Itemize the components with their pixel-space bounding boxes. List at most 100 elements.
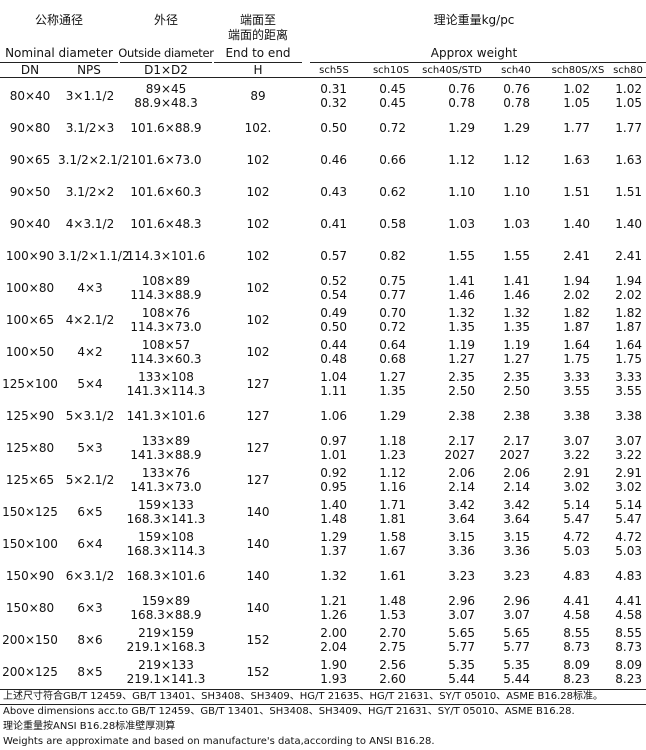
weight-cell: 3.23 <box>448 569 475 583</box>
header-od-cn: 外径 <box>153 13 178 27</box>
weight-cell: 2.38 <box>448 409 475 423</box>
header-dn: DN <box>20 63 40 77</box>
weight-cell: 5.14 <box>563 498 590 512</box>
dn-cell: 90×80 <box>9 121 51 135</box>
header-nps: NPS <box>77 63 101 77</box>
weight-cell: 2.35 <box>448 370 475 384</box>
weight-cell: 2.38 <box>503 409 530 423</box>
weight-cell: 1.18 <box>379 434 406 448</box>
weight-cell: 0.72 <box>379 320 406 334</box>
od-cell: 101.6×48.3 <box>130 217 202 231</box>
note: 理论重量按ANSI B16.28标准壁厚测算 <box>3 721 176 732</box>
rule <box>0 77 646 78</box>
weight-cell: 1.12 <box>448 153 475 167</box>
weight-cell: 2.91 <box>615 466 642 480</box>
weight-cell: 2027 <box>444 448 475 462</box>
weight-cell: 1.75 <box>563 352 590 366</box>
schedule-label: sch80S/XS <box>551 65 605 76</box>
weight-cell: 8.55 <box>563 626 590 640</box>
weight-cell: 1.16 <box>379 480 406 494</box>
weight-cell: 0.62 <box>379 185 406 199</box>
dn-cell: 125×65 <box>5 473 55 487</box>
od-cell: 114.3×101.6 <box>126 249 206 263</box>
weight-cell: 0.97 <box>320 434 347 448</box>
weight-cell: 1.23 <box>379 448 406 462</box>
weight-cell: 3.42 <box>503 498 530 512</box>
weight-cell: 0.66 <box>379 153 406 167</box>
rule <box>0 62 118 63</box>
od-cell: 168.3×101.6 <box>126 569 206 583</box>
weight-cell: 1.21 <box>320 594 347 608</box>
weight-cell: 0.32 <box>320 96 347 110</box>
rule <box>214 62 302 63</box>
weight-cell: 1.48 <box>379 594 406 608</box>
h-cell: 127 <box>246 377 270 391</box>
weight-cell: 1.82 <box>615 306 642 320</box>
h-cell: 89 <box>250 89 266 103</box>
nps-cell: 8×5 <box>77 665 103 679</box>
dn-cell: 90×50 <box>9 185 51 199</box>
header-h-cn: 端面的距离 <box>227 28 288 42</box>
weight-cell: 1.32 <box>448 306 475 320</box>
weight-cell: 3.64 <box>503 512 530 526</box>
weight-cell: 1.87 <box>563 320 590 334</box>
weight-cell: 1.82 <box>563 306 590 320</box>
weight-cell: 1.90 <box>320 658 347 672</box>
weight-cell: 8.73 <box>563 640 590 654</box>
weight-cell: 1.19 <box>448 338 475 352</box>
weight-cell: 3.55 <box>563 384 590 398</box>
weight-cell: 3.07 <box>563 434 590 448</box>
weight-cell: 0.70 <box>379 306 406 320</box>
weight-cell: 0.43 <box>320 185 347 199</box>
od-cell: 108×89 <box>141 274 191 288</box>
weight-cell: 4.83 <box>615 569 642 583</box>
weight-cell: 3.15 <box>448 530 475 544</box>
weight-cell: 3.33 <box>563 370 590 384</box>
weight-cell: 0.54 <box>320 288 347 302</box>
dn-cell: 100×65 <box>5 313 55 327</box>
weight-cell: 0.50 <box>320 320 347 334</box>
nps-cell: 4×3 <box>77 281 103 295</box>
od-cell: 141.3×88.9 <box>130 448 202 462</box>
weight-cell: 1.40 <box>563 217 590 231</box>
weight-cell: 1.93 <box>320 672 347 686</box>
weight-cell: 1.63 <box>615 153 642 167</box>
schedule-label: sch80 <box>613 65 643 76</box>
h-cell: 140 <box>246 569 270 583</box>
od-cell: 114.3×88.9 <box>130 288 202 302</box>
weight-cell: 5.03 <box>615 544 642 558</box>
h-cell: 102 <box>246 345 270 359</box>
weight-cell: 4.72 <box>563 530 590 544</box>
weight-cell: 1.03 <box>448 217 475 231</box>
weight-cell: 1.27 <box>503 352 530 366</box>
weight-cell: 2.70 <box>379 626 406 640</box>
weight-cell: 8.09 <box>563 658 590 672</box>
weight-cell: 3.42 <box>448 498 475 512</box>
od-cell: 159×89 <box>141 594 191 608</box>
rule <box>0 689 646 690</box>
weight-cell: 1.48 <box>320 512 347 526</box>
schedule-label: sch10S <box>372 65 410 76</box>
weight-cell: 0.64 <box>379 338 406 352</box>
od-cell: 159×133 <box>138 498 194 512</box>
rule <box>120 62 212 63</box>
dn-cell: 200×125 <box>2 665 58 679</box>
header-nominal-en: Nominal diameter <box>5 46 113 60</box>
weight-cell: 1.26 <box>320 608 347 622</box>
header-weight-en: Approx weight <box>430 46 518 60</box>
nps-cell: 4×2 <box>77 345 103 359</box>
od-cell: 219.1×141.3 <box>126 672 206 686</box>
nps-cell: 3.1/2×2.1/2 <box>58 153 130 167</box>
dn-cell: 100×90 <box>5 249 55 263</box>
weight-cell: 2.91 <box>563 466 590 480</box>
schedule-label: sch40S/STD <box>422 65 482 76</box>
od-cell: 159×108 <box>138 530 194 544</box>
weight-cell: 0.48 <box>320 352 347 366</box>
weight-cell: 1.94 <box>615 274 642 288</box>
od-cell: 141.3×114.3 <box>126 384 206 398</box>
od-cell: 133×108 <box>138 370 194 384</box>
od-cell: 219×159 <box>138 626 194 640</box>
weight-cell: 3.02 <box>615 480 642 494</box>
weight-cell: 8.23 <box>615 672 642 686</box>
weight-cell: 1.32 <box>320 569 347 583</box>
